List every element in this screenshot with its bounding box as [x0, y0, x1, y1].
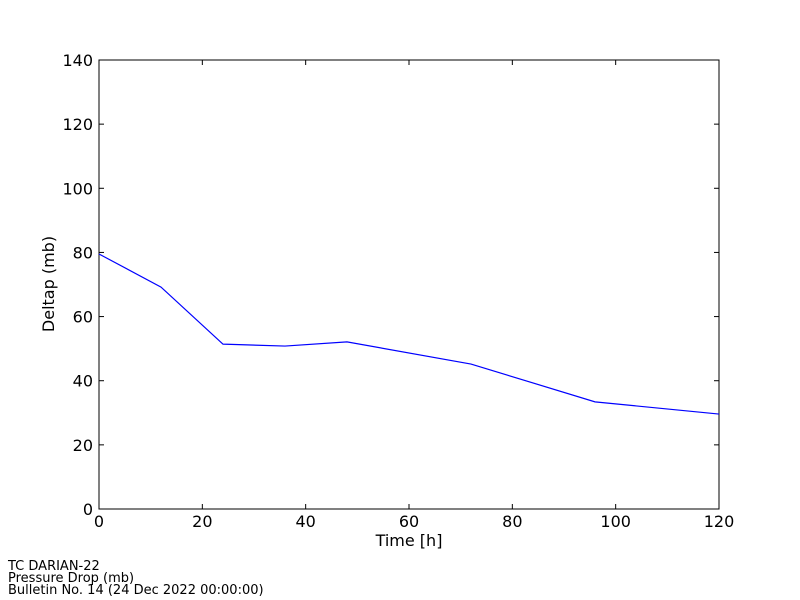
x-tick-label: 80 — [502, 512, 522, 531]
y-tick-label: 60 — [73, 308, 93, 327]
y-axis-label: Deltap (mb) — [39, 236, 58, 332]
x-tick-label: 100 — [600, 512, 631, 531]
y-tick-label: 20 — [73, 436, 93, 455]
y-tick-label: 0 — [83, 500, 93, 519]
x-tick-label: 60 — [399, 512, 419, 531]
x-tick-label: 0 — [94, 512, 104, 531]
y-tick-label: 140 — [62, 51, 93, 70]
x-tick-label: 20 — [192, 512, 212, 531]
x-tick-label: 120 — [704, 512, 735, 531]
x-tick-label: 40 — [295, 512, 315, 531]
y-tick-label: 40 — [73, 372, 93, 391]
y-tick-label: 100 — [62, 179, 93, 198]
plot-frame — [98, 59, 720, 510]
y-tick-label: 80 — [73, 243, 93, 262]
x-axis-label: Time [h] — [375, 531, 443, 550]
footer-line: Pressure Drop (mb) — [8, 571, 134, 586]
footer-line: Bulletin No. 14 (24 Dec 2022 00:00:00) — [8, 583, 264, 598]
footer-line: TC DARIAN-22 — [7, 559, 100, 574]
y-tick-label: 120 — [62, 115, 93, 134]
data-line — [98, 253, 720, 415]
